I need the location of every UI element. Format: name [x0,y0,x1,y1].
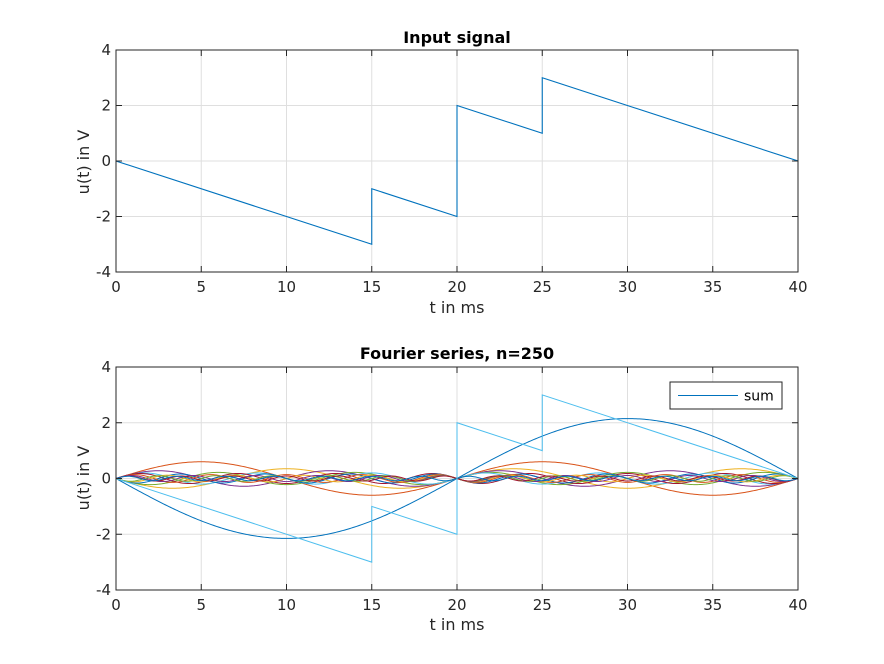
y-tick-label: 0 [101,152,111,170]
y-axis-label: u(t) in V [74,130,93,195]
x-tick-label: 5 [196,596,206,614]
sum-series-line [116,394,798,563]
x-tick-label: 5 [196,278,206,296]
data-layer [116,76,798,246]
x-tick-label: 35 [703,596,722,614]
x-axis-label: t in ms [430,298,485,317]
x-tick-label: 30 [618,596,637,614]
fourier-series-panel: 0 5 10 15 20 25 30 35 40 -4 -2 0 2 4 sum Fourier series… [74,344,808,634]
x-tick-label: 35 [703,278,722,296]
x-axis-label: t in ms [430,615,485,634]
input-signal-panel: 0 5 10 15 20 25 30 35 40 -4 -2 0 2 4 Input signal t in … [74,28,808,317]
data-layer [116,394,798,563]
x-tick-label: 0 [111,278,121,296]
y-tick-label: 0 [101,470,111,488]
x-tick-label: 40 [788,278,807,296]
series-line [116,76,798,246]
chart-title: Fourier series, n=250 [360,344,554,363]
x-tick-label: 0 [111,596,121,614]
chart-title: Input signal [403,28,511,47]
x-tick-label: 20 [447,278,466,296]
legend: sum [669,381,783,410]
y-tick-label: -4 [96,581,111,599]
x-tick-label: 30 [618,278,637,296]
legend-entry: sum [744,389,774,405]
x-tick-label: 15 [362,278,381,296]
y-tick-label: 2 [101,97,111,115]
y-tick-label: 4 [101,358,111,376]
x-tick-label: 25 [533,278,552,296]
x-tick-label: 20 [447,596,466,614]
x-tick-label: 25 [533,596,552,614]
x-tick-label: 10 [277,596,296,614]
y-tick-label: 2 [101,414,111,432]
y-tick-label: -4 [96,263,111,281]
y-tick-label: 4 [101,41,111,59]
x-tick-label: 10 [277,278,296,296]
y-tick-label: -2 [96,525,111,543]
y-tick-label: -2 [96,208,111,226]
y-axis-label: u(t) in V [74,446,93,511]
x-tick-label: 40 [788,596,807,614]
x-tick-label: 15 [362,596,381,614]
